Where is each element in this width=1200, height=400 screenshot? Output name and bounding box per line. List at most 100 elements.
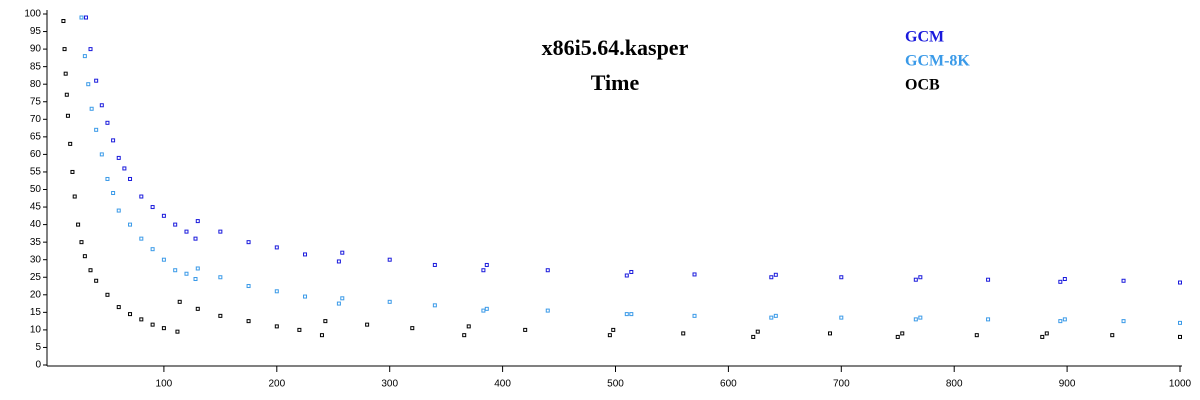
point — [769, 315, 774, 320]
point — [319, 333, 324, 338]
point — [918, 315, 923, 320]
y-tick-label: 55 — [30, 167, 42, 178]
y-tick-label: 30 — [30, 254, 42, 265]
point — [184, 271, 189, 276]
chart-subtitle: Time — [591, 70, 640, 95]
y-tick-label: 65 — [30, 131, 42, 142]
point — [624, 312, 629, 317]
point — [913, 277, 918, 282]
point — [161, 326, 166, 331]
point — [274, 324, 279, 329]
point — [1062, 277, 1067, 282]
x-tick-label: 700 — [833, 379, 850, 390]
point — [611, 327, 616, 332]
y-tick-label: 40 — [30, 219, 42, 230]
x-tick-label: 800 — [946, 379, 963, 390]
point — [274, 289, 279, 294]
chart-title: x86i5.64.kasper — [542, 35, 689, 60]
point — [105, 176, 110, 181]
point — [128, 176, 133, 181]
point — [545, 308, 550, 313]
point — [462, 333, 467, 338]
point — [974, 333, 979, 338]
point — [68, 141, 73, 146]
y-tick-label: 15 — [30, 307, 42, 318]
y-tick-label: 90 — [30, 44, 42, 55]
point — [218, 313, 223, 318]
point — [432, 303, 437, 308]
point — [63, 71, 68, 76]
point — [303, 252, 308, 257]
point — [150, 205, 155, 210]
y-tick-label: 80 — [30, 79, 42, 90]
point — [150, 247, 155, 252]
point — [218, 229, 223, 234]
point — [94, 278, 99, 283]
point — [184, 229, 189, 234]
point — [918, 275, 923, 280]
point — [82, 254, 87, 259]
x-tick-label: 500 — [607, 379, 624, 390]
point — [193, 236, 198, 241]
point — [116, 155, 121, 160]
point — [607, 333, 612, 338]
point — [193, 277, 198, 282]
x-tick-label: 600 — [720, 379, 737, 390]
legend-label: OCB — [905, 77, 940, 94]
point — [173, 222, 178, 227]
point — [340, 250, 345, 255]
point — [323, 319, 328, 324]
point — [195, 306, 200, 311]
point — [161, 257, 166, 262]
x-tick-label: 200 — [268, 379, 285, 390]
point — [755, 329, 760, 334]
point — [65, 113, 70, 118]
point — [1058, 319, 1063, 324]
y-tick-label: 60 — [30, 149, 42, 160]
point — [175, 329, 180, 334]
point — [195, 266, 200, 271]
y-tick-label: 20 — [30, 289, 42, 300]
point — [523, 327, 528, 332]
point — [70, 169, 75, 174]
point — [116, 208, 121, 213]
point — [1178, 320, 1182, 325]
point — [365, 322, 370, 327]
point — [751, 334, 756, 339]
point — [79, 15, 84, 20]
point — [139, 194, 144, 199]
point — [64, 92, 69, 97]
point — [83, 15, 88, 20]
point — [336, 259, 341, 264]
y-tick-label: 0 — [35, 360, 41, 371]
point — [297, 327, 302, 332]
point — [274, 245, 279, 250]
point — [128, 222, 133, 227]
x-tick-label: 400 — [494, 379, 511, 390]
point — [336, 301, 341, 306]
x-tick-label: 900 — [1059, 379, 1076, 390]
point — [900, 331, 905, 336]
y-tick-label: 75 — [30, 96, 42, 107]
point — [105, 120, 110, 125]
point — [1178, 334, 1182, 339]
point — [466, 324, 471, 329]
point — [246, 319, 251, 324]
y-tick-label: 45 — [30, 202, 42, 213]
point — [1044, 331, 1049, 336]
point — [839, 315, 844, 320]
point — [99, 152, 104, 157]
point — [76, 222, 81, 227]
point — [484, 306, 489, 311]
point — [773, 313, 778, 318]
y-tick-label: 10 — [30, 325, 42, 336]
y-tick-label: 70 — [30, 114, 42, 125]
point — [116, 305, 121, 310]
point — [79, 240, 84, 245]
point — [624, 273, 629, 278]
legend-label: GCM — [905, 29, 944, 46]
point — [161, 213, 166, 218]
point — [1062, 317, 1067, 322]
point — [94, 127, 99, 132]
